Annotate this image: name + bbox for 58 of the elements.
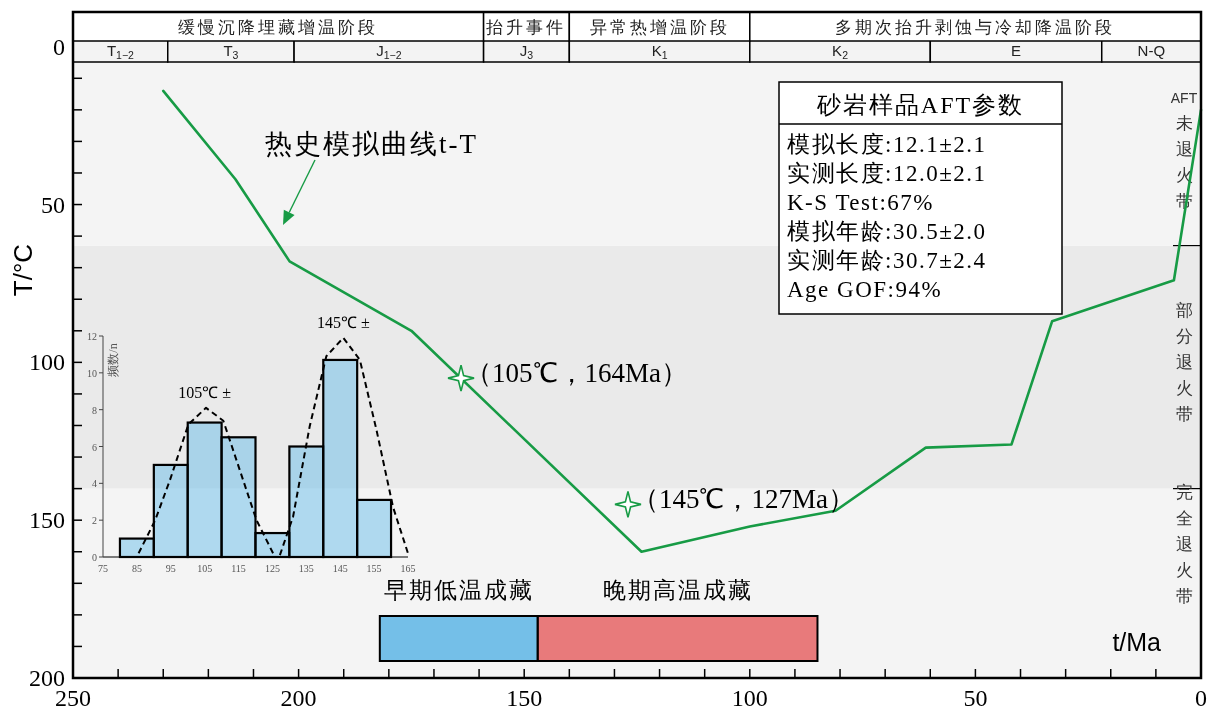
x-tick-label: 50 bbox=[963, 685, 988, 711]
annotation: 105℃ ± bbox=[178, 383, 232, 401]
band-label: 抬升事件 bbox=[486, 18, 567, 37]
x-tick-label: 165 bbox=[400, 563, 416, 574]
x-tick-label: 200 bbox=[280, 685, 317, 711]
y-tick-label: 6 bbox=[92, 441, 97, 453]
x-tick-label: 115 bbox=[231, 563, 246, 574]
band-label: N-Q bbox=[1137, 42, 1166, 59]
x-tick-label: 0 bbox=[1195, 685, 1207, 711]
data-label: （105℃，164Ma） bbox=[465, 358, 689, 389]
y-tick-label: 50 bbox=[41, 191, 65, 218]
annotation: 砂岩样品AFT参数 bbox=[815, 92, 1025, 118]
x-tick-label: 85 bbox=[131, 563, 142, 574]
band-label: 部分退火带 bbox=[1175, 301, 1193, 425]
band-label: T$_{1−2}$ bbox=[106, 42, 135, 61]
x-axis-title: t/Ma bbox=[1112, 628, 1162, 656]
y-tick-label: 2 bbox=[92, 515, 97, 527]
y-tick-label: 100 bbox=[29, 349, 65, 376]
y-tick-label: 0 bbox=[92, 552, 97, 563]
band-label: 缓慢沉降埋藏增温阶段 bbox=[178, 18, 379, 37]
band-label: 完全退火带 bbox=[1175, 483, 1193, 607]
x-tick-label: 95 bbox=[165, 563, 176, 574]
y-tick-label: 4 bbox=[92, 478, 97, 490]
y-tick-label: 8 bbox=[92, 404, 97, 416]
x-tick-label: 100 bbox=[731, 685, 768, 711]
band-label: 早期低温成藏 bbox=[383, 578, 534, 603]
y-tick-label: 12 bbox=[87, 331, 97, 342]
annotation: 145℃ ± bbox=[316, 313, 370, 331]
annotation: 模拟长度:12.1±2.1 bbox=[787, 132, 987, 157]
band-label: E bbox=[1011, 42, 1022, 59]
data-label: （145℃，127Ma） bbox=[631, 484, 855, 515]
band-label: K$_{2}$ bbox=[832, 42, 849, 61]
y-axis-title: T/°C bbox=[8, 243, 38, 297]
annotation: 模拟年龄:30.5±2.0 bbox=[787, 219, 987, 244]
annotation: K-S Test:67% bbox=[787, 190, 934, 215]
x-tick-label: 145 bbox=[332, 563, 348, 574]
y-tick-label: 10 bbox=[87, 367, 97, 379]
x-tick-label: 155 bbox=[366, 563, 382, 574]
x-tick-label: 125 bbox=[264, 563, 280, 574]
annotation: 实测长度:12.0±2.1 bbox=[787, 161, 987, 186]
band-label: 异常热增温阶段 bbox=[589, 18, 730, 37]
band-label: J$_{1−2}$ bbox=[376, 42, 402, 61]
band-label: J$_{3}$ bbox=[519, 42, 534, 61]
x-tick-label: 150 bbox=[506, 685, 543, 711]
band-label: T$_{3}$ bbox=[223, 42, 239, 61]
annotation: 实测年龄:30.7±2.4 bbox=[787, 248, 987, 273]
band-label: K$_{1}$ bbox=[651, 42, 668, 61]
x-tick-label: 135 bbox=[298, 563, 314, 574]
y-tick-label: 150 bbox=[29, 507, 65, 534]
annotation: 热史模拟曲线t-T bbox=[265, 129, 478, 159]
x-tick-label: 75 bbox=[98, 563, 108, 574]
line-series bbox=[161, 89, 1203, 554]
x-tick-label: 105 bbox=[197, 563, 213, 574]
y-axis-title: 频数/n bbox=[106, 343, 120, 377]
y-tick-label: 0 bbox=[53, 33, 65, 60]
band-label: 晚期高温成藏 bbox=[602, 578, 753, 603]
band-label: 多期次抬升剥蚀与冷却降温阶段 bbox=[835, 18, 1116, 37]
annotation: Age GOF:94% bbox=[787, 277, 943, 302]
